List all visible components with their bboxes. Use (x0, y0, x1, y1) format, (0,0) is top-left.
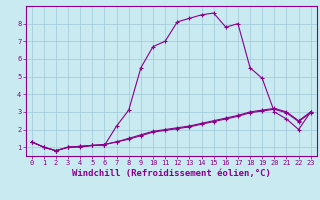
X-axis label: Windchill (Refroidissement éolien,°C): Windchill (Refroidissement éolien,°C) (72, 169, 271, 178)
